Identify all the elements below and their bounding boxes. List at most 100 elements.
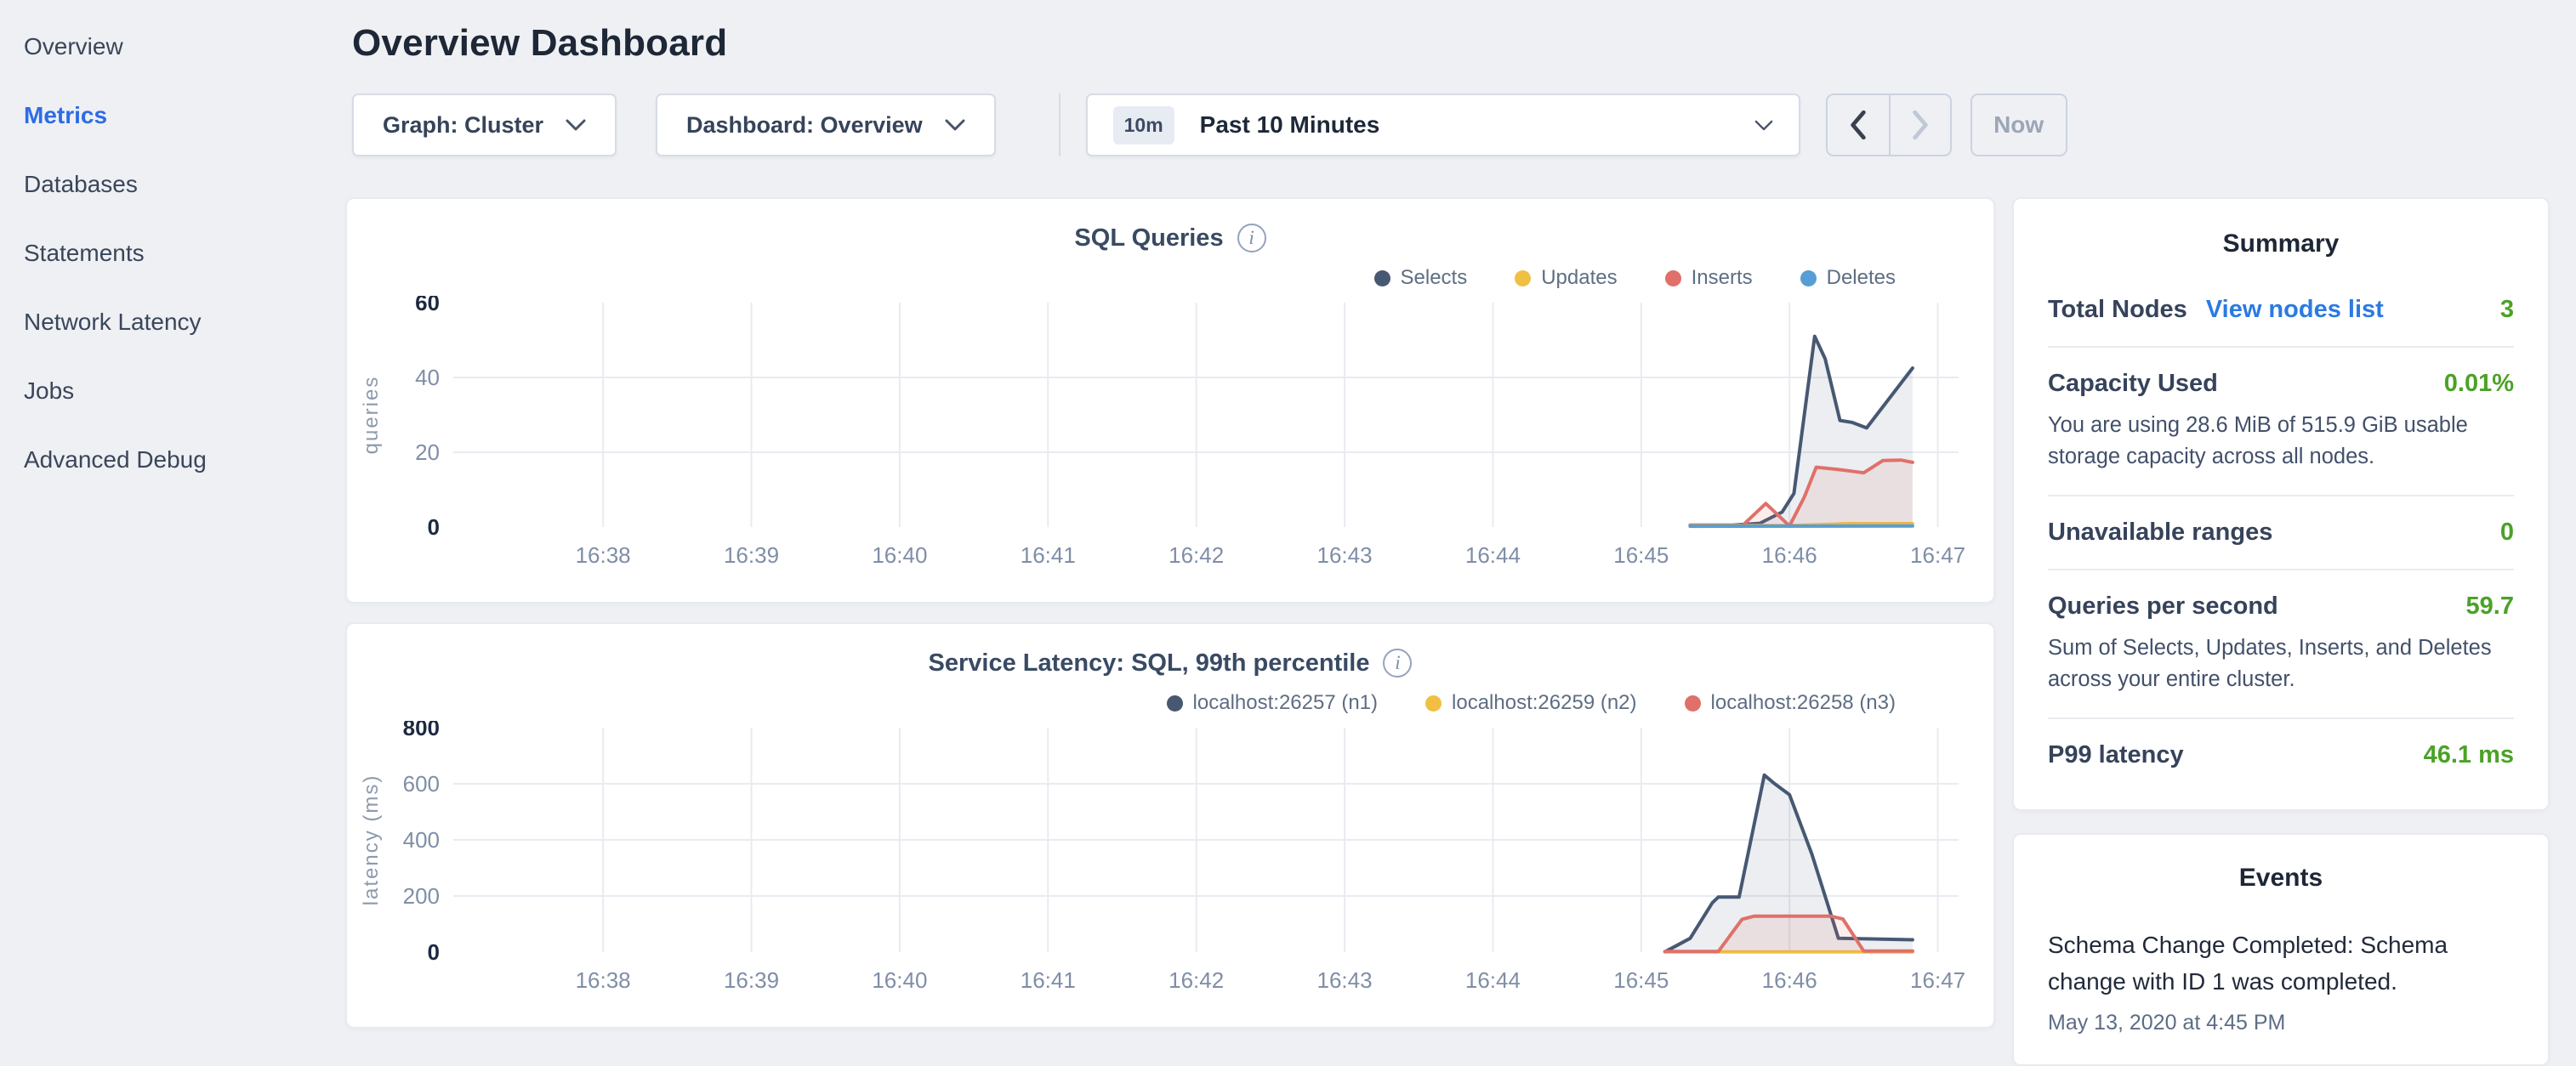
graph-dropdown[interactable]: Graph: Cluster	[352, 94, 617, 156]
info-icon[interactable]: i	[1383, 649, 1413, 678]
legend-label: Deletes	[1826, 266, 1896, 289]
events-title: Events	[2238, 864, 2323, 892]
sidebar-item-statements[interactable]: Statements	[24, 239, 145, 266]
sql-queries-chart-card: SQL Queries i Selects Updates Inserts	[345, 197, 1995, 604]
legend-label: localhost:26257 (n1)	[1192, 691, 1379, 714]
divider	[2048, 494, 2514, 496]
summary-value: 59.7	[2465, 592, 2514, 620]
svg-text:16:47: 16:47	[1910, 967, 1965, 993]
chevron-left-icon	[1850, 110, 1866, 140]
sidebar-item-metrics[interactable]: Metrics	[24, 101, 108, 128]
svg-text:16:38: 16:38	[576, 967, 631, 993]
time-range-badge: 10m	[1112, 105, 1174, 145]
dashboard-dropdown[interactable]: Dashboard: Overview	[656, 94, 996, 156]
legend-dot	[1664, 269, 1681, 286]
chart-header: Service Latency: SQL, 99th percentile i	[355, 644, 1985, 682]
svg-text:queries: queries	[360, 376, 383, 455]
svg-text:16:46: 16:46	[1762, 967, 1817, 993]
content-area: SQL Queries i Selects Updates Inserts	[345, 197, 2550, 1066]
legend-label: localhost:26259 (n2)	[1452, 691, 1637, 714]
summary-row-queries-per-second: Queries per second 59.7 Sum of Selects, …	[2048, 593, 2514, 695]
sidebar-item-advanced-debug[interactable]: Advanced Debug	[24, 445, 207, 473]
sql-queries-plot: 16:38 16:39 16:40 16:41 16:42 16:43 16:44 16:45…	[360, 296, 1965, 568]
sidebar-item-jobs[interactable]: Jobs	[24, 377, 75, 404]
svg-text:16:45: 16:45	[1613, 967, 1669, 993]
svg-text:16:44: 16:44	[1465, 967, 1521, 993]
svg-text:16:44: 16:44	[1465, 542, 1521, 568]
legend-dot	[1684, 695, 1701, 712]
now-button[interactable]: Now	[1970, 94, 2067, 156]
event-item[interactable]: Schema Change Completed: Schema change w…	[2048, 927, 2514, 1035]
legend-dot	[1800, 269, 1817, 286]
svg-text:20: 20	[415, 439, 440, 465]
chart-header: SQL Queries i	[355, 219, 1985, 257]
time-back-button[interactable]	[1828, 95, 1889, 155]
legend-dot	[1166, 695, 1183, 712]
legend-item-deletes[interactable]: Deletes	[1800, 266, 1896, 290]
chart-legend: Selects Updates Inserts Deletes	[355, 265, 1985, 291]
chevron-down-icon	[1754, 120, 1772, 130]
summary-row-capacity-used: Capacity Used 0.01% You are using 28.6 M…	[2048, 370, 2514, 473]
sidebar-item-network-latency[interactable]: Network Latency	[24, 308, 202, 335]
svg-text:16:40: 16:40	[872, 542, 927, 568]
svg-text:16:46: 16:46	[1762, 542, 1817, 568]
time-range-dropdown[interactable]: 10m Past 10 Minutes	[1085, 94, 1800, 156]
svg-text:600: 600	[403, 771, 440, 797]
summary-value: 3	[2499, 296, 2514, 323]
summary-title: Summary	[2222, 230, 2340, 258]
legend-item-n3[interactable]: localhost:26258 (n3)	[1684, 691, 1896, 715]
summary-description: Sum of Selects, Updates, Inserts, and De…	[2048, 635, 2492, 691]
legend-item-n1[interactable]: localhost:26257 (n1)	[1166, 691, 1379, 715]
summary-label: Capacity Used	[2048, 370, 2218, 397]
time-forward-button[interactable]	[1888, 95, 1950, 155]
summary-label: Queries per second	[2048, 592, 2278, 620]
summary-row-p99-latency: P99 latency 46.1 ms	[2048, 741, 2514, 769]
main-content: Overview Dashboard Graph: Cluster Dashbo…	[340, 0, 2576, 1066]
summary-value: 0.01%	[2443, 370, 2514, 397]
summary-value: 0	[2499, 518, 2514, 546]
legend-item-selects[interactable]: Selects	[1373, 266, 1468, 290]
summary-panel: Summary Total Nodes View nodes list 3 Ca…	[2012, 197, 2550, 811]
legend-dot	[1425, 695, 1442, 712]
view-nodes-link[interactable]: View nodes list	[2205, 296, 2384, 323]
divider	[2048, 568, 2514, 570]
time-pager	[1825, 94, 1952, 156]
page-title: Overview Dashboard	[352, 22, 728, 64]
svg-text:16:47: 16:47	[1910, 542, 1965, 568]
controls-divider	[1058, 94, 1061, 156]
legend-item-inserts[interactable]: Inserts	[1664, 266, 1753, 290]
svg-text:16:41: 16:41	[1021, 542, 1076, 568]
divider	[2048, 346, 2514, 348]
summary-label: Total Nodes	[2048, 296, 2187, 323]
svg-text:latency (ms): latency (ms)	[360, 774, 383, 906]
svg-text:40: 40	[415, 365, 440, 390]
service-latency-chart-card: Service Latency: SQL, 99th percentile i …	[345, 622, 1995, 1029]
legend-dot	[1515, 269, 1532, 286]
legend-dot	[1373, 269, 1390, 286]
svg-text:16:38: 16:38	[576, 542, 631, 568]
event-message: Schema Change Completed: Schema change w…	[2048, 932, 2448, 995]
legend-item-updates[interactable]: Updates	[1515, 266, 1618, 290]
event-timestamp: May 13, 2020 at 4:45 PM	[2048, 1010, 2286, 1035]
legend-item-n2[interactable]: localhost:26259 (n2)	[1425, 691, 1637, 715]
summary-description: You are using 28.6 MiB of 515.9 GiB usab…	[2048, 413, 2468, 468]
chart-legend: localhost:26257 (n1) localhost:26259 (n2…	[355, 690, 1985, 716]
sidebar-item-overview[interactable]: Overview	[24, 32, 123, 60]
chart-title: SQL Queries	[1074, 224, 1224, 252]
svg-text:0: 0	[428, 939, 440, 965]
legend-label: Inserts	[1691, 266, 1753, 289]
time-range-label: Past 10 Minutes	[1199, 111, 1380, 138]
sidebar-item-databases[interactable]: Databases	[24, 170, 138, 197]
right-column: Summary Total Nodes View nodes list 3 Ca…	[2012, 197, 2550, 1066]
svg-text:16:41: 16:41	[1021, 967, 1076, 993]
svg-text:16:42: 16:42	[1169, 967, 1224, 993]
svg-text:16:43: 16:43	[1317, 967, 1373, 993]
latency-plot: 16:38 16:39 16:40 16:41 16:42 16:43 16:44 16:45…	[360, 721, 1965, 993]
svg-text:0: 0	[428, 514, 440, 540]
svg-text:16:45: 16:45	[1613, 542, 1669, 568]
legend-label: localhost:26258 (n3)	[1710, 691, 1896, 714]
info-icon[interactable]: i	[1237, 224, 1266, 252]
sidebar: Overview Metrics Databases Statements Ne…	[0, 0, 340, 1051]
legend-label: Selects	[1400, 266, 1468, 289]
charts-column: SQL Queries i Selects Updates Inserts	[345, 197, 1995, 1066]
